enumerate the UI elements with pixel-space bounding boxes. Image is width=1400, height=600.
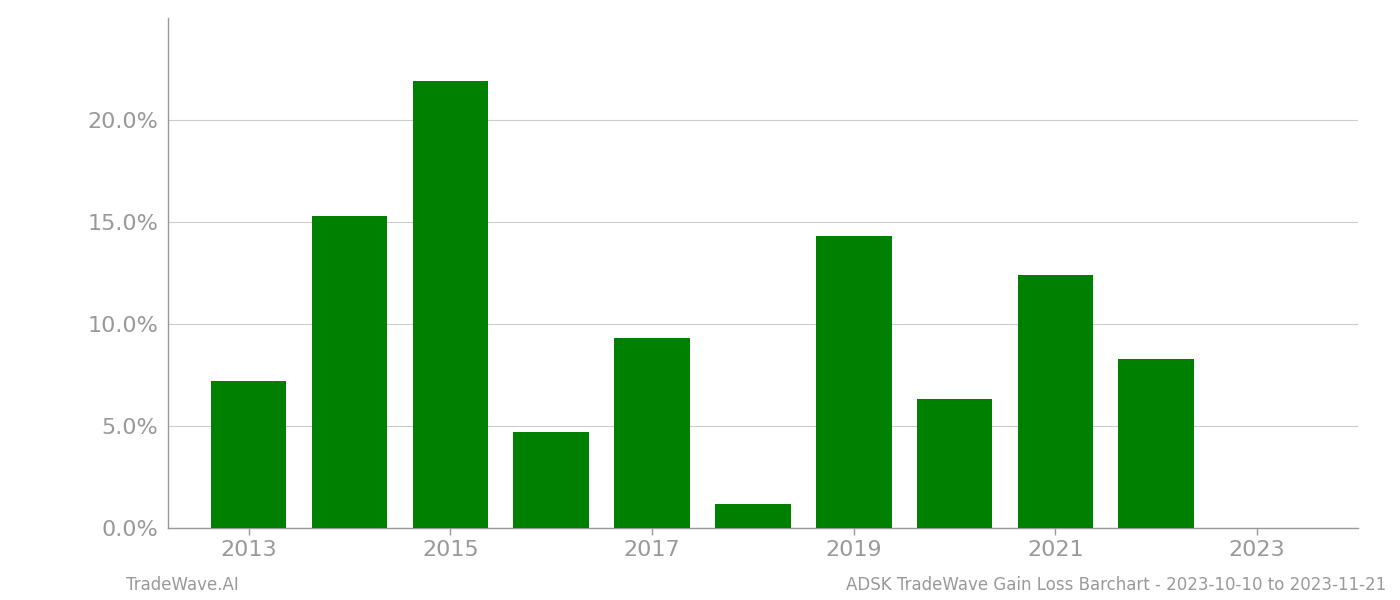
Bar — [1018, 275, 1093, 528]
Bar — [917, 400, 993, 528]
Bar — [816, 236, 892, 528]
Bar — [312, 216, 388, 528]
Bar — [1119, 359, 1194, 528]
Bar — [413, 81, 489, 528]
Text: ADSK TradeWave Gain Loss Barchart - 2023-10-10 to 2023-11-21: ADSK TradeWave Gain Loss Barchart - 2023… — [846, 576, 1386, 594]
Bar — [615, 338, 690, 528]
Bar — [514, 432, 589, 528]
Bar — [715, 503, 791, 528]
Bar — [211, 381, 287, 528]
Text: TradeWave.AI: TradeWave.AI — [126, 576, 239, 594]
